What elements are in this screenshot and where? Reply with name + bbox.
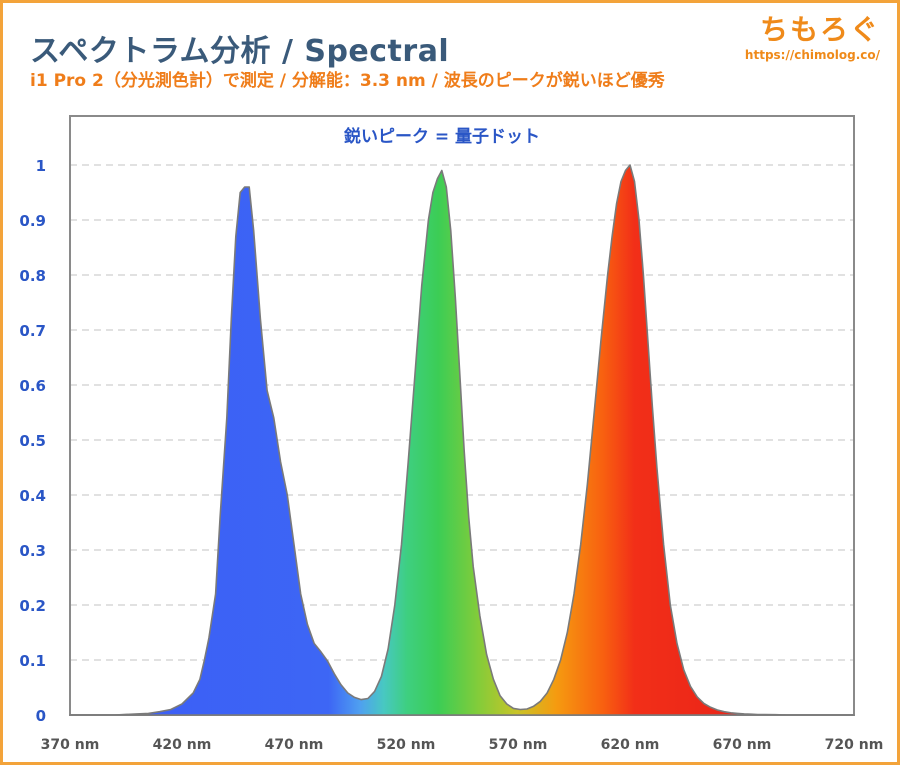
x-tick-label: 420 nm	[153, 737, 212, 753]
page-subtitle: i1 Pro 2（分光測色計）で測定 / 分解能：3.3 nm / 波長のピーク…	[30, 71, 665, 91]
y-tick-label: 0.8	[19, 267, 46, 285]
y-tick-label: 0.9	[19, 212, 46, 230]
page-title: スペクトラム分析 / Spectral	[30, 34, 450, 69]
x-tick-label: 520 nm	[377, 737, 436, 753]
y-tick-label: 0.5	[19, 432, 46, 450]
x-tick-label: 470 nm	[265, 737, 324, 753]
x-tick-label: 620 nm	[601, 737, 660, 753]
x-axis: 370 nm 420 nm 470 nm 520 nm 570 nm 620 nm 670 …	[41, 737, 884, 753]
brand-name: ちもろぐ	[759, 13, 880, 46]
x-tick-label: 720 nm	[825, 737, 884, 753]
grid-lines	[70, 164, 854, 661]
y-tick-label: 0.6	[19, 377, 46, 395]
brand-url: https://chimolog.co/	[744, 48, 880, 62]
y-tick-label: 0.4	[19, 487, 46, 505]
peak-annotation: 鋭いピーク = 量子ドット	[344, 126, 540, 147]
brand-logo: ちもろぐ https://chimolog.co/	[745, 8, 880, 62]
series-layer	[69, 164, 855, 716]
y-tick-label: 0	[36, 707, 46, 725]
y-tick-label: 0.3	[19, 542, 46, 560]
x-tick-label: 670 nm	[713, 737, 772, 753]
spectrum-area	[69, 164, 855, 716]
x-tick-label: 570 nm	[489, 737, 548, 753]
y-tick-label: 1	[36, 157, 46, 175]
y-tick-label: 0.7	[19, 322, 46, 340]
y-tick-label: 0.2	[19, 597, 46, 615]
x-tick-label: 370 nm	[41, 737, 100, 753]
y-tick-label: 0.1	[19, 652, 46, 670]
y-axis: 0 0.1 0.2 0.3 0.4 0.5 0.6 0.7 0.8 0.9 1	[19, 157, 46, 725]
